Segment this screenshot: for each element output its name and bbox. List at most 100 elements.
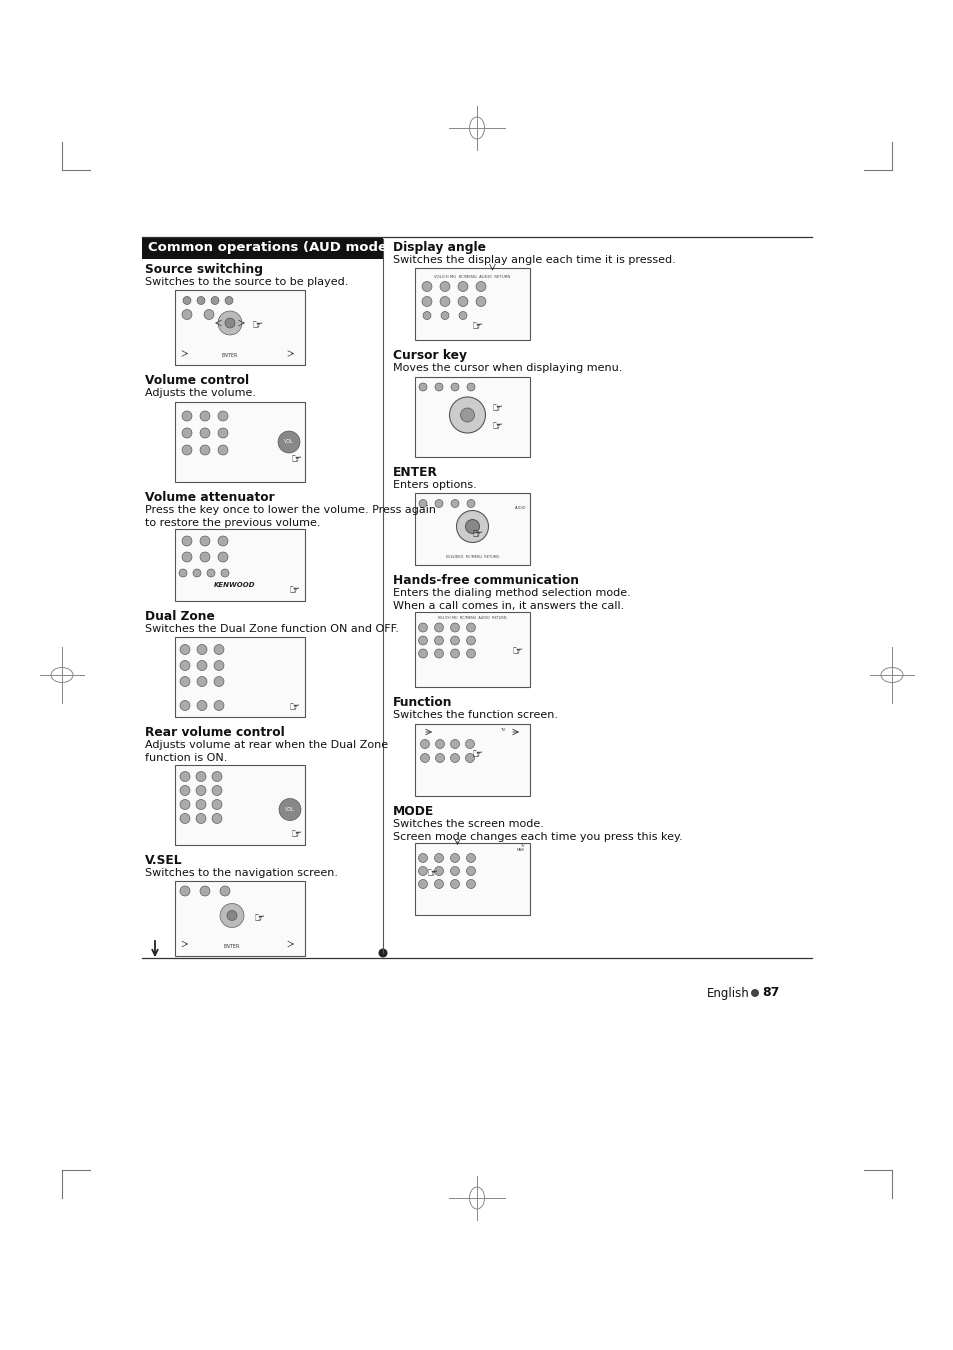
Circle shape bbox=[182, 536, 192, 545]
Circle shape bbox=[466, 622, 475, 632]
Bar bbox=[174, 637, 305, 717]
Bar bbox=[415, 494, 530, 566]
Bar bbox=[415, 724, 530, 796]
Circle shape bbox=[450, 867, 459, 876]
Text: ENTER: ENTER bbox=[222, 352, 238, 358]
Text: VOL: VOL bbox=[285, 807, 294, 811]
Circle shape bbox=[418, 649, 427, 657]
Circle shape bbox=[435, 740, 444, 748]
Text: Enters the dialing method selection mode.
When a call comes in, it answers the c: Enters the dialing method selection mode… bbox=[393, 589, 630, 612]
Circle shape bbox=[180, 701, 190, 710]
Circle shape bbox=[450, 753, 459, 763]
Text: Adjusts the volume.: Adjusts the volume. bbox=[145, 389, 255, 398]
Circle shape bbox=[450, 853, 459, 863]
Text: ENTER: ENTER bbox=[224, 944, 240, 949]
Circle shape bbox=[434, 649, 443, 657]
Text: Function: Function bbox=[393, 697, 452, 710]
Bar bbox=[174, 882, 305, 956]
Circle shape bbox=[434, 867, 443, 876]
Circle shape bbox=[450, 879, 459, 888]
Circle shape bbox=[180, 799, 190, 810]
Circle shape bbox=[180, 676, 190, 687]
Circle shape bbox=[422, 312, 431, 320]
Circle shape bbox=[467, 500, 475, 508]
Circle shape bbox=[200, 446, 210, 455]
Text: ☞: ☞ bbox=[492, 420, 502, 433]
Circle shape bbox=[180, 814, 190, 824]
Circle shape bbox=[218, 536, 228, 545]
Text: VOL/CH MU  RC/MENU  AUDIO  RETURN: VOL/CH MU RC/MENU AUDIO RETURN bbox=[434, 274, 510, 278]
Circle shape bbox=[182, 428, 192, 437]
Circle shape bbox=[200, 536, 210, 545]
Circle shape bbox=[212, 814, 222, 824]
Circle shape bbox=[213, 660, 224, 671]
Circle shape bbox=[476, 282, 485, 292]
Circle shape bbox=[450, 622, 459, 632]
Circle shape bbox=[435, 500, 442, 508]
Circle shape bbox=[277, 431, 299, 454]
Circle shape bbox=[180, 660, 190, 671]
Text: TV
NAVI: TV NAVI bbox=[517, 844, 524, 852]
Circle shape bbox=[196, 701, 207, 710]
Text: Switches the Dual Zone function ON and OFF.: Switches the Dual Zone function ON and O… bbox=[145, 624, 398, 634]
Bar bbox=[415, 377, 530, 458]
Circle shape bbox=[180, 644, 190, 655]
Circle shape bbox=[440, 312, 449, 320]
Circle shape bbox=[278, 798, 301, 821]
Circle shape bbox=[378, 949, 387, 957]
Text: KELVIDEO  RC/MENU  RETURN: KELVIDEO RC/MENU RETURN bbox=[446, 555, 498, 559]
Circle shape bbox=[218, 310, 242, 335]
Circle shape bbox=[212, 799, 222, 810]
Circle shape bbox=[466, 649, 475, 657]
Circle shape bbox=[213, 701, 224, 710]
Circle shape bbox=[418, 879, 427, 888]
Circle shape bbox=[182, 446, 192, 455]
Circle shape bbox=[418, 622, 427, 632]
Circle shape bbox=[466, 879, 475, 888]
Circle shape bbox=[750, 990, 759, 998]
Text: ☞: ☞ bbox=[291, 828, 302, 841]
Circle shape bbox=[195, 771, 206, 782]
Text: ☞: ☞ bbox=[291, 454, 302, 467]
Text: Dual Zone: Dual Zone bbox=[145, 610, 214, 622]
Circle shape bbox=[451, 383, 458, 392]
Circle shape bbox=[466, 636, 475, 645]
Text: Moves the cursor when displaying menu.: Moves the cursor when displaying menu. bbox=[393, 363, 621, 374]
Circle shape bbox=[207, 568, 214, 576]
Circle shape bbox=[457, 282, 468, 292]
Text: Cursor key: Cursor key bbox=[393, 350, 467, 363]
Circle shape bbox=[418, 383, 427, 392]
Circle shape bbox=[435, 753, 444, 763]
Text: MODE: MODE bbox=[393, 805, 434, 818]
Text: Press the key once to lower the volume. Press again
to restore the previous volu: Press the key once to lower the volume. … bbox=[145, 505, 436, 528]
Text: TV: TV bbox=[499, 728, 505, 732]
Circle shape bbox=[200, 886, 210, 896]
Circle shape bbox=[218, 410, 228, 421]
Circle shape bbox=[195, 814, 206, 824]
Text: Rear volume control: Rear volume control bbox=[145, 726, 284, 740]
Text: ☞: ☞ bbox=[289, 585, 300, 598]
Circle shape bbox=[211, 297, 219, 305]
Text: ENTER: ENTER bbox=[393, 466, 437, 479]
Circle shape bbox=[466, 867, 475, 876]
Circle shape bbox=[420, 753, 429, 763]
Circle shape bbox=[196, 644, 207, 655]
Text: Switches the display angle each time it is pressed.: Switches the display angle each time it … bbox=[393, 255, 675, 265]
Bar bbox=[174, 290, 305, 366]
Circle shape bbox=[465, 753, 474, 763]
Circle shape bbox=[225, 297, 233, 305]
Circle shape bbox=[218, 428, 228, 437]
Circle shape bbox=[200, 552, 210, 562]
Circle shape bbox=[457, 297, 468, 306]
Text: ☞: ☞ bbox=[492, 402, 502, 416]
Circle shape bbox=[200, 410, 210, 421]
Bar bbox=[415, 269, 530, 340]
Circle shape bbox=[460, 408, 474, 423]
Text: ☞: ☞ bbox=[427, 868, 438, 880]
Bar bbox=[415, 842, 530, 915]
Circle shape bbox=[439, 297, 450, 306]
Circle shape bbox=[420, 740, 429, 748]
Text: KENWOOD: KENWOOD bbox=[214, 582, 255, 589]
Circle shape bbox=[195, 786, 206, 795]
Text: ☞: ☞ bbox=[472, 320, 482, 333]
